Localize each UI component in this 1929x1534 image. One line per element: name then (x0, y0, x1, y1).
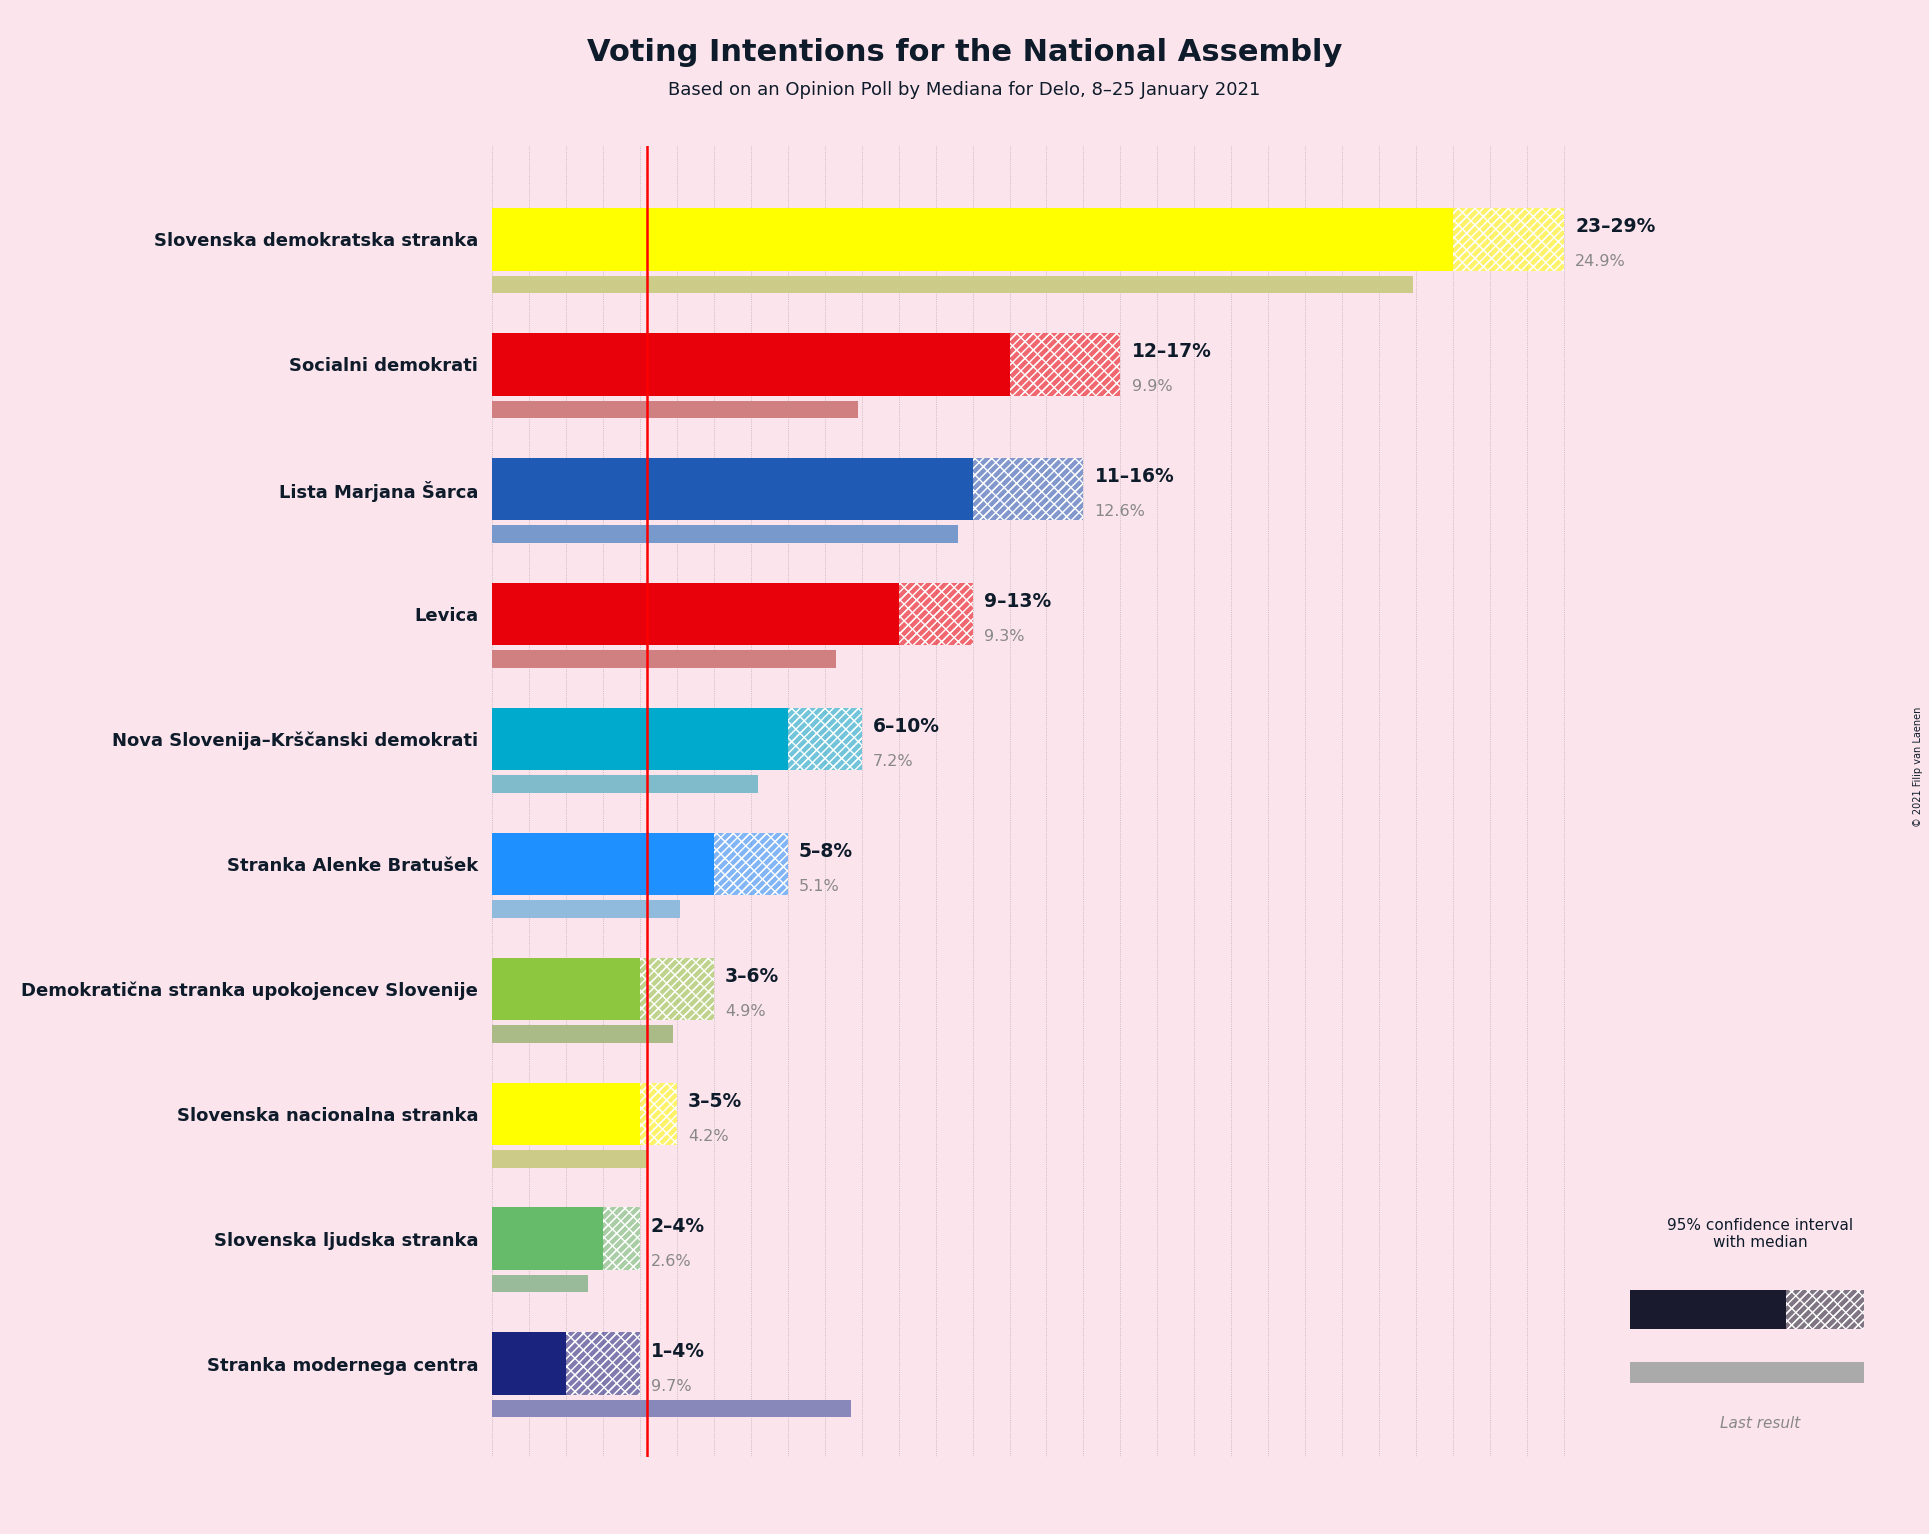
Bar (787, 707, 862, 770)
Bar (492, 1207, 602, 1270)
Bar (714, 833, 787, 896)
Bar (972, 459, 1084, 520)
Text: 1–4%: 1–4% (650, 1342, 704, 1361)
Bar (602, 1207, 640, 1270)
Text: 9–13%: 9–13% (984, 592, 1051, 611)
Bar (492, 707, 787, 770)
Bar (492, 1083, 640, 1144)
Text: 4.9%: 4.9% (725, 1003, 766, 1019)
Bar (714, 833, 787, 896)
Bar (492, 209, 1453, 270)
Bar (492, 333, 1009, 396)
Bar (787, 707, 862, 770)
Text: 95% confidence interval
with median: 95% confidence interval with median (1667, 1218, 1854, 1250)
Bar (1786, 1290, 1863, 1330)
Bar (492, 459, 972, 520)
Bar (899, 583, 972, 646)
Bar (492, 957, 640, 1020)
Bar (492, 775, 758, 793)
Bar (1453, 209, 1564, 270)
Bar (899, 583, 972, 646)
Text: 24.9%: 24.9% (1576, 255, 1626, 270)
Bar (492, 1333, 565, 1394)
Text: 9.9%: 9.9% (1132, 379, 1173, 394)
Bar (492, 833, 714, 896)
Text: 9.7%: 9.7% (650, 1379, 691, 1393)
Bar (1630, 1290, 1786, 1330)
Text: © 2021 Filip van Laenen: © 2021 Filip van Laenen (1914, 707, 1923, 827)
Bar (972, 459, 1084, 520)
Bar (1453, 209, 1564, 270)
Text: 4.2%: 4.2% (689, 1129, 729, 1144)
Text: 12–17%: 12–17% (1132, 342, 1211, 362)
Bar (565, 1333, 640, 1394)
Bar (1630, 1362, 1863, 1382)
Text: Voting Intentions for the National Assembly: Voting Intentions for the National Assem… (586, 38, 1343, 67)
Bar (1453, 209, 1564, 270)
Bar (640, 957, 714, 1020)
Bar (714, 833, 787, 896)
Bar (787, 707, 862, 770)
Bar (640, 1083, 677, 1144)
Bar (1009, 333, 1121, 396)
Bar (492, 1025, 673, 1043)
Bar (1786, 1290, 1863, 1330)
Text: 3–6%: 3–6% (725, 966, 779, 986)
Bar (1009, 333, 1121, 396)
Bar (640, 957, 714, 1020)
Text: Last result: Last result (1721, 1416, 1800, 1431)
Bar (492, 526, 957, 543)
Bar (492, 650, 835, 667)
Bar (602, 1207, 640, 1270)
Bar (899, 583, 972, 646)
Bar (640, 957, 714, 1020)
Text: 23–29%: 23–29% (1576, 218, 1655, 236)
Bar (492, 400, 858, 419)
Bar (492, 1401, 851, 1417)
Text: 3–5%: 3–5% (689, 1092, 743, 1111)
Bar (1786, 1290, 1863, 1330)
Bar (640, 1083, 677, 1144)
Text: 11–16%: 11–16% (1094, 468, 1175, 486)
Bar (972, 459, 1084, 520)
Text: 9.3%: 9.3% (984, 629, 1024, 644)
Bar (492, 583, 899, 646)
Bar (492, 1150, 646, 1167)
Bar (492, 276, 1412, 293)
Bar (640, 1083, 677, 1144)
Bar (492, 900, 681, 917)
Bar (1009, 333, 1121, 396)
Bar (492, 1275, 588, 1293)
Text: Based on an Opinion Poll by Mediana for Delo, 8–25 January 2021: Based on an Opinion Poll by Mediana for … (667, 81, 1262, 100)
Text: 2–4%: 2–4% (650, 1216, 704, 1236)
Text: 5.1%: 5.1% (799, 879, 839, 894)
Bar (565, 1333, 640, 1394)
Text: 7.2%: 7.2% (872, 755, 912, 769)
Bar (602, 1207, 640, 1270)
Text: 12.6%: 12.6% (1094, 505, 1146, 518)
Text: 2.6%: 2.6% (650, 1253, 691, 1269)
Text: 5–8%: 5–8% (799, 842, 853, 861)
Bar (565, 1333, 640, 1394)
Text: 6–10%: 6–10% (872, 716, 939, 736)
